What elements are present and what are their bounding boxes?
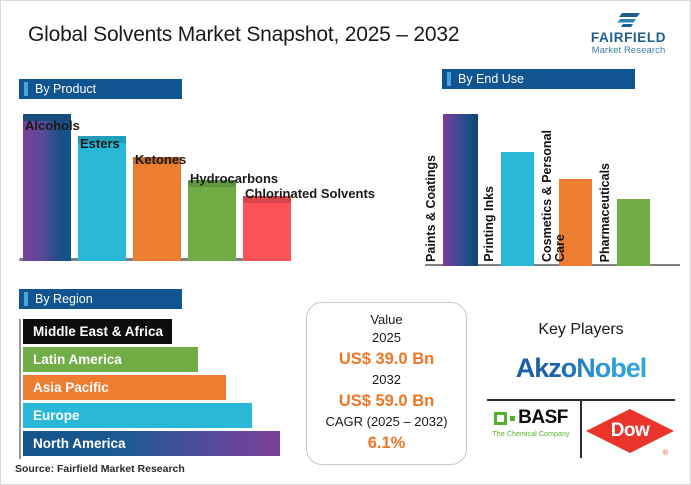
section-badge-product-label: By Product (35, 82, 97, 96)
value-card-title: Value (370, 312, 403, 328)
section-badge-end-use-label: By End Use (458, 72, 525, 86)
page-title: Global Solvents Market Snapshot, 2025 – … (28, 23, 460, 46)
dow-logo: Dow ® (584, 403, 677, 461)
bar-cap (78, 136, 126, 143)
bar-latin-america: Latin America (23, 347, 198, 372)
bar-label-ketones: Ketones (135, 152, 187, 167)
bar-label-pharmaceuticals: Pharmaceuticals (598, 162, 612, 262)
bar-pharmaceuticals (617, 199, 650, 266)
bar-body (133, 164, 181, 261)
bar-body (243, 203, 291, 261)
bar-body (443, 114, 478, 266)
basf-tagline: The Chemical Company (492, 431, 570, 438)
bar-body (23, 121, 71, 261)
bar-label-paints-and-coatings: Paints & Coatings (424, 155, 438, 262)
bar-body (501, 152, 534, 266)
dow-wordmark: Dow (610, 420, 650, 441)
logo-tagline: Market Research (591, 44, 666, 56)
fairfield-logo: FAIRFIELD Market Research (576, 11, 681, 56)
bar-body (188, 187, 236, 261)
basf-logo-row: BASF (485, 407, 577, 429)
chart-axis (19, 319, 21, 459)
bar-label-hydrocarbons: Hydrocarbons (190, 171, 279, 186)
bar-body (617, 199, 650, 266)
bar-label-esters: Esters (80, 136, 120, 151)
bar-north-america: North America (23, 431, 280, 456)
bar-cap (23, 114, 71, 121)
value-card-cagr-value: 6.1% (367, 434, 406, 453)
bar-alcohols (23, 114, 71, 261)
value-card-cagr-label: CAGR (2025 – 2032) (325, 414, 448, 430)
value-card-base-value: US$ 39.0 Bn (338, 349, 435, 368)
section-badge-product: By Product (19, 79, 182, 99)
bar-body (78, 143, 126, 261)
value-card-forecast-year: 2032 (372, 372, 401, 388)
section-badge-end-use: By End Use (442, 69, 635, 89)
bar-body (559, 179, 592, 266)
bar-label-printing-inks: Printing Inks (482, 186, 496, 262)
bar-hydrocarbons (188, 180, 236, 261)
bar-cosmetics-personal-care (559, 179, 592, 266)
bar-middle-east-and-africa: Middle East & Africa (23, 319, 172, 344)
badge-accent-bar (447, 72, 451, 86)
bar-ketones (133, 157, 181, 261)
basf-logo: BASF The Chemical Company (485, 407, 577, 438)
bar-printing-inks (501, 152, 534, 266)
bar-cap (133, 157, 181, 164)
key-players-section: Key Players AkzoNobel BASF The Chemical … (483, 321, 679, 461)
chart-by-product: Alcohols Esters Ketones Hydrocarbons Chl… (19, 111, 399, 261)
market-value-card: Value 2025 US$ 39.0 Bn 2032 US$ 59.0 Bn … (306, 302, 467, 465)
bar-asia-pacific: Asia Pacific (23, 375, 226, 400)
bar-label-chlorinated-solvents: Chlorinated Solvents (245, 186, 376, 201)
bar-paints-and-coatings (443, 114, 478, 266)
bar-esters (78, 136, 126, 261)
bar-europe: Europe (23, 403, 252, 428)
dow-diamond-icon: Dow (586, 409, 674, 453)
value-card-forecast-value: US$ 59.0 Bn (338, 391, 435, 410)
chart-baseline (425, 264, 680, 266)
bar-label-asia-pacific: Asia Pacific (33, 380, 109, 395)
bar-label-north-america: North America (33, 436, 126, 451)
basf-dot-icon (510, 415, 516, 421)
badge-accent-bar (24, 292, 28, 306)
section-badge-region-label: By Region (35, 292, 93, 306)
value-card-base-year: 2025 (372, 330, 401, 346)
akzonobel-logo: AkzoNobel (483, 353, 679, 384)
divider-vertical (580, 401, 582, 458)
bar-label-europe: Europe (33, 408, 80, 423)
bar-cap (188, 180, 236, 187)
bar-chlorinated-solvents (243, 196, 291, 261)
basf-wordmark: BASF (518, 407, 568, 428)
divider-horizontal (487, 399, 675, 401)
section-badge-region: By Region (19, 289, 182, 309)
bar-cap (243, 196, 291, 203)
bar-label-middle-east-and-africa: Middle East & Africa (33, 324, 164, 339)
bar-label-cosmetics-personal-care: Cosmetics & Personal Care (540, 130, 568, 262)
registered-trademark-icon: ® (662, 450, 668, 457)
bar-label-latin-america: Latin America (33, 352, 122, 367)
chart-by-region: Middle East & Africa Latin America Asia … (19, 319, 309, 459)
basf-square-icon (494, 411, 508, 425)
chart-by-end-use: Paints & Coatings Printing Inks Cosmetic… (424, 101, 685, 266)
logo-wordmark: FAIRFIELD (590, 30, 667, 45)
bar-label-alcohols: Alcohols (25, 118, 80, 133)
fairfield-f-icon (617, 13, 640, 27)
badge-accent-bar (24, 82, 28, 96)
key-players-title: Key Players (538, 321, 624, 338)
source-note: Source: Fairfield Market Research (15, 463, 185, 475)
